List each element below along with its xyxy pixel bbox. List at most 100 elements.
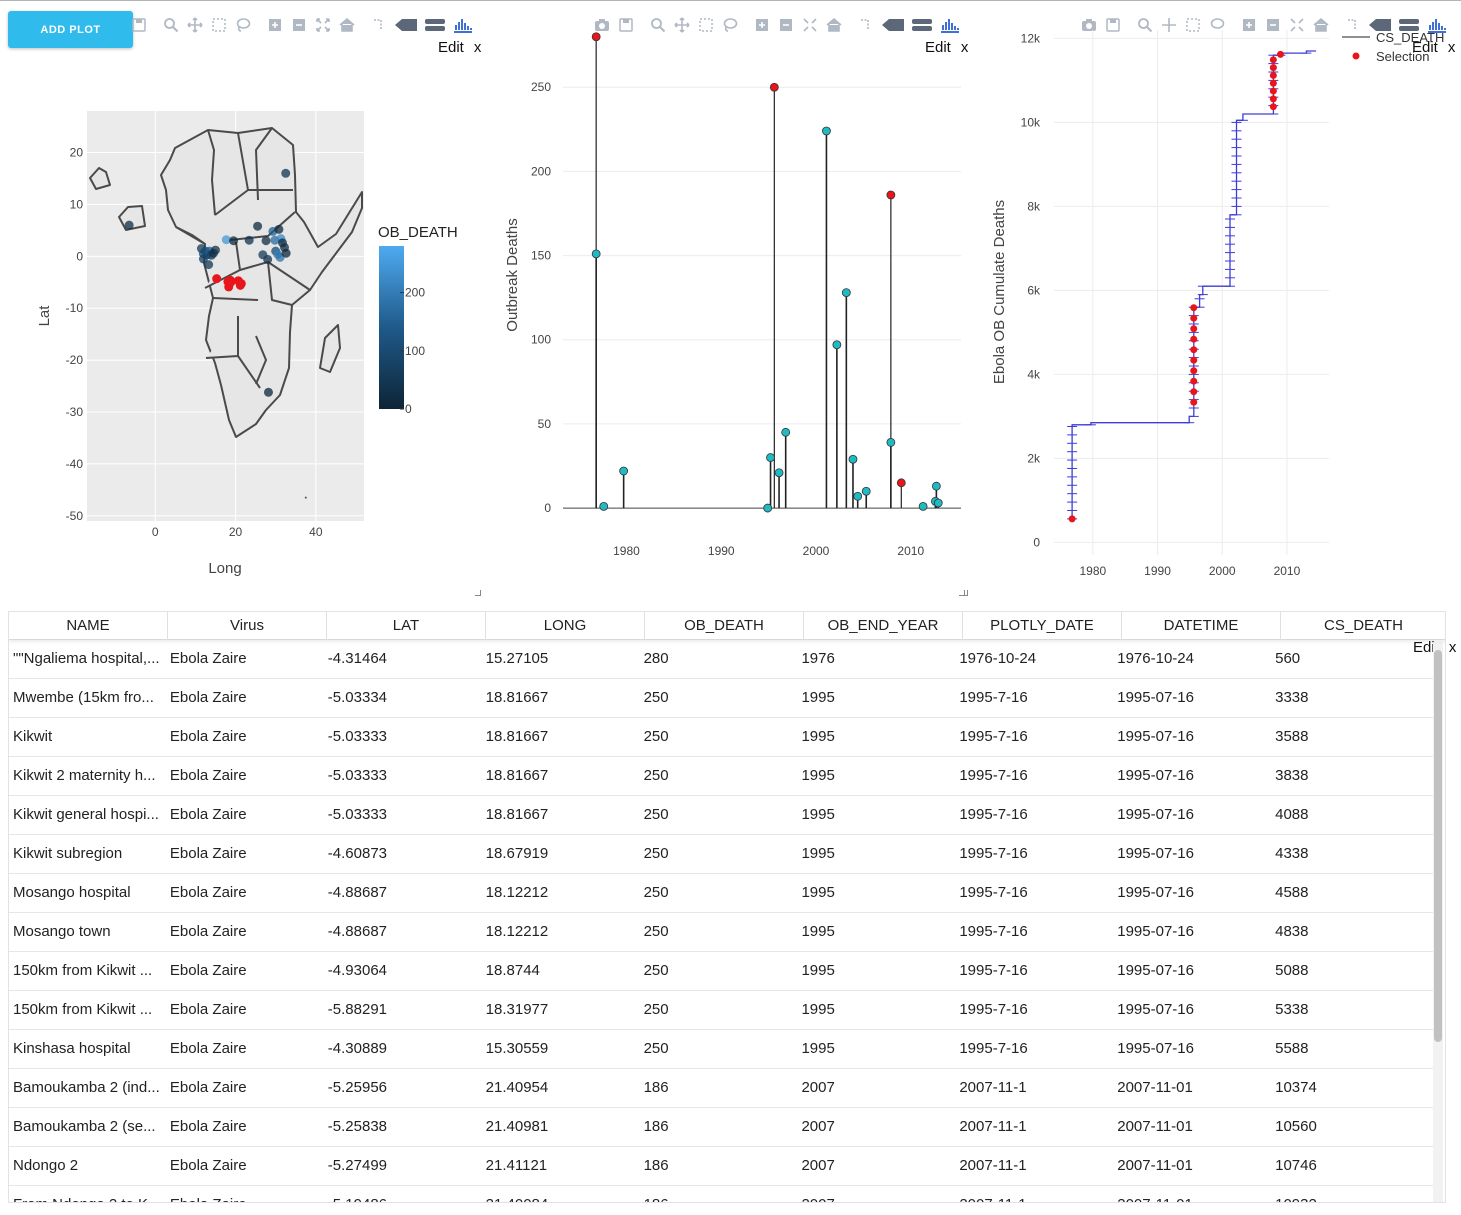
stem-selected-point[interactable] [896,478,906,488]
table-row[interactable]: Kikwit subregion Ebola Zaire -4.60873 18.67… [9,835,1433,874]
edit-link[interactable]: Edit [925,39,951,56]
zoom-icon[interactable] [1134,14,1156,36]
spike-lines-icon[interactable] [368,14,390,36]
map-point[interactable] [253,221,263,231]
map-point[interactable] [258,250,268,260]
autoscale-icon[interactable] [799,14,821,36]
step-selected-point[interactable] [1190,314,1198,322]
box-select-icon[interactable] [208,14,230,36]
step-selected-point[interactable] [1276,50,1284,58]
map-point[interactable] [210,245,220,255]
edit-link[interactable]: Edit [1413,639,1439,656]
column-header-plotly-date[interactable]: PLOTLY_DATE [963,612,1122,640]
column-header-ob-death[interactable]: OB_DEATH [645,612,804,640]
zoom-in-icon[interactable] [264,14,286,36]
step-selected-point[interactable] [1190,346,1198,354]
resize-handle[interactable] [962,590,968,596]
step-selected-point[interactable] [1190,367,1198,375]
table-row[interactable]: Kikwit Ebola Zaire -5.03333 18.81667 250 1995… [9,718,1433,757]
stem-point[interactable] [591,249,601,259]
hover-compare-icon[interactable] [909,14,935,36]
table-row[interactable]: Bamoukamba 2 (se... Ebola Zaire -5.25838 21… [9,1108,1433,1147]
home-icon[interactable] [336,14,358,36]
column-header-virus[interactable]: Virus [168,612,327,640]
map-point[interactable] [244,235,254,245]
table-row[interactable]: Kinshasa hospital Ebola Zaire -4.30889 15.3… [9,1030,1433,1069]
map-point[interactable] [198,254,208,264]
table-row[interactable]: Mosango hospital Ebola Zaire -4.88687 18.12… [9,874,1433,913]
hover-compare-icon[interactable] [422,14,448,36]
zoom-out-icon[interactable] [1262,14,1284,36]
stem-point[interactable] [931,481,941,491]
stem-point[interactable] [822,126,831,136]
zoom-in-icon[interactable] [1238,14,1260,36]
table-row[interactable]: Bamoukamba 2 (ind... Ebola Zaire -5.25956 2… [9,1069,1433,1108]
save-icon[interactable] [615,14,637,36]
step-selected-point[interactable] [1190,356,1198,364]
stem-point[interactable] [886,438,896,447]
stem-point[interactable] [918,501,928,511]
stem-point[interactable] [841,288,851,298]
close-panel-button[interactable]: x [1447,39,1456,56]
hover-compare-icon[interactable] [1396,14,1422,36]
step-selected-point[interactable] [1269,79,1277,87]
stem-point[interactable] [766,453,775,462]
stem-point[interactable] [774,468,784,478]
pan-icon[interactable] [671,14,693,36]
step-line[interactable] [1071,50,1317,519]
step-selected-point[interactable] [1190,398,1198,406]
edit-link[interactable]: Edit [438,39,464,56]
map-point[interactable] [124,220,134,230]
resize-handle[interactable] [959,590,965,596]
map-point[interactable] [304,496,307,499]
resize-handle[interactable] [475,590,481,596]
map-point[interactable] [229,236,239,246]
scrollbar-thumb[interactable] [1434,650,1442,1042]
pan-icon[interactable] [1158,14,1180,36]
lasso-icon[interactable] [719,14,741,36]
table-row[interactable]: Kikwit general hospi... Ebola Zaire -5.033… [9,796,1433,835]
stem-selected-point[interactable] [769,82,779,92]
step-selected-point[interactable] [1190,325,1198,333]
map-selected-point[interactable] [224,282,234,292]
table-scrollbar[interactable] [1433,642,1443,1202]
stem-point[interactable] [848,454,858,464]
column-header-lat[interactable]: LAT [327,612,486,640]
home-icon[interactable] [1310,14,1332,36]
stem-point[interactable] [832,340,842,350]
map-point[interactable] [221,235,231,245]
zoom-icon[interactable] [160,14,182,36]
autoscale-icon[interactable] [1286,14,1308,36]
plotly-logo-icon[interactable] [1424,14,1450,36]
autoscale-icon[interactable] [312,14,334,36]
zoom-icon[interactable] [647,14,669,36]
map-selected-point[interactable] [212,274,222,284]
stem-point[interactable] [781,427,791,437]
hover-closest-icon[interactable] [1366,14,1394,36]
stem-selected-point[interactable] [591,32,601,42]
stem-point[interactable] [861,486,871,496]
pan-icon[interactable] [184,14,206,36]
table-row[interactable]: Kikwit 2 maternity h... Ebola Zaire -5.033… [9,757,1433,796]
close-panel-button[interactable]: x [1448,639,1457,656]
column-header-long[interactable]: LONG [486,612,645,640]
step-selected-point[interactable] [1269,56,1277,64]
camera-icon[interactable] [591,14,613,36]
hover-closest-icon[interactable] [392,14,420,36]
step-selected-point[interactable] [1190,304,1198,312]
map-point[interactable] [204,260,214,270]
column-header-datetime[interactable]: DATETIME [1122,612,1281,640]
step-selected-point[interactable] [1269,71,1277,79]
step-selected-point[interactable] [1269,103,1277,111]
lasso-icon[interactable] [232,14,254,36]
step-selected-point[interactable] [1269,64,1277,72]
map-point[interactable] [263,387,273,397]
step-selected-point[interactable] [1190,335,1198,343]
step-selected-point[interactable] [1269,95,1277,103]
camera-icon[interactable] [1078,14,1100,36]
hover-closest-icon[interactable] [879,14,907,36]
save-icon[interactable] [128,14,150,36]
legend-entry-cs-death[interactable]: CS_DEATH [1376,30,1444,45]
save-icon[interactable] [1102,14,1124,36]
stem-point[interactable] [853,491,863,501]
